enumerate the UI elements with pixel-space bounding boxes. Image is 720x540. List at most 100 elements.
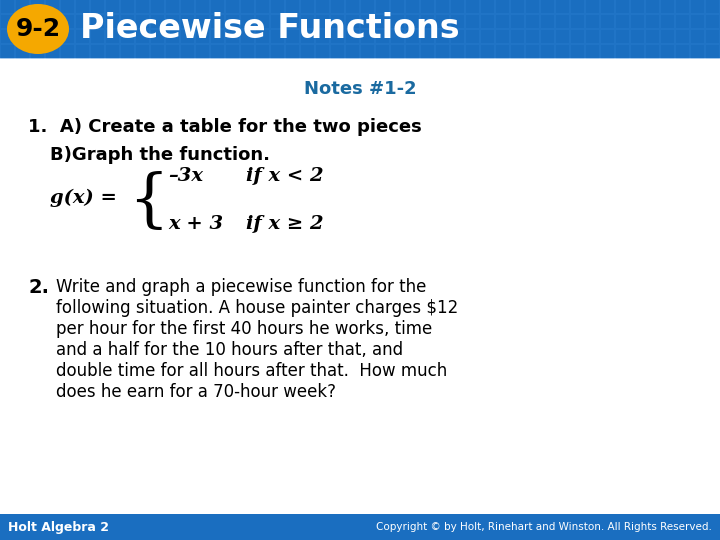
Bar bbox=[510, 0, 524, 13]
Bar bbox=[630, 0, 644, 13]
Bar bbox=[450, 14, 464, 28]
Bar bbox=[0, 29, 14, 43]
Bar bbox=[315, 0, 329, 13]
Bar bbox=[120, 29, 134, 43]
Bar bbox=[180, 0, 194, 13]
Bar bbox=[210, 44, 224, 58]
Bar bbox=[360, 44, 374, 58]
Text: –3x: –3x bbox=[168, 167, 203, 185]
Bar bbox=[90, 14, 104, 28]
Bar bbox=[315, 44, 329, 58]
Bar bbox=[435, 0, 449, 13]
Bar bbox=[75, 29, 89, 43]
Bar bbox=[540, 44, 554, 58]
Bar bbox=[510, 44, 524, 58]
Bar bbox=[510, 14, 524, 28]
Bar bbox=[660, 44, 674, 58]
Bar bbox=[495, 29, 509, 43]
Bar bbox=[210, 0, 224, 13]
Bar bbox=[120, 44, 134, 58]
Bar bbox=[30, 44, 44, 58]
Bar bbox=[270, 14, 284, 28]
Bar bbox=[555, 44, 569, 58]
Text: per hour for the first 40 hours he works, time: per hour for the first 40 hours he works… bbox=[56, 320, 432, 338]
Bar bbox=[675, 0, 689, 13]
Bar bbox=[45, 44, 59, 58]
Bar bbox=[615, 0, 629, 13]
Bar bbox=[480, 0, 494, 13]
Bar bbox=[435, 14, 449, 28]
Bar bbox=[270, 0, 284, 13]
Bar bbox=[690, 0, 704, 13]
Bar bbox=[165, 44, 179, 58]
Bar bbox=[240, 0, 254, 13]
Bar bbox=[15, 0, 29, 13]
Text: following situation. A house painter charges $12: following situation. A house painter cha… bbox=[56, 299, 458, 317]
Text: 1.  A) Create a table for the two pieces: 1. A) Create a table for the two pieces bbox=[28, 118, 422, 136]
Bar bbox=[225, 29, 239, 43]
Bar bbox=[165, 14, 179, 28]
Bar bbox=[420, 44, 434, 58]
Bar bbox=[60, 0, 74, 13]
Bar bbox=[225, 44, 239, 58]
Bar bbox=[450, 0, 464, 13]
Text: and a half for the 10 hours after that, and: and a half for the 10 hours after that, … bbox=[56, 341, 403, 359]
Bar bbox=[345, 0, 359, 13]
Bar bbox=[390, 44, 404, 58]
Bar bbox=[705, 44, 719, 58]
Bar bbox=[420, 0, 434, 13]
Bar bbox=[570, 44, 584, 58]
Bar bbox=[555, 14, 569, 28]
Bar bbox=[345, 44, 359, 58]
Bar bbox=[45, 29, 59, 43]
Bar bbox=[255, 29, 269, 43]
Text: does he earn for a 70-hour week?: does he earn for a 70-hour week? bbox=[56, 383, 336, 401]
Bar bbox=[285, 44, 299, 58]
Bar bbox=[105, 44, 119, 58]
Bar bbox=[270, 29, 284, 43]
Bar bbox=[705, 0, 719, 13]
Bar bbox=[405, 0, 419, 13]
Bar bbox=[60, 44, 74, 58]
Text: x + 3: x + 3 bbox=[168, 215, 223, 233]
Bar bbox=[195, 44, 209, 58]
Bar bbox=[120, 0, 134, 13]
Bar bbox=[390, 14, 404, 28]
Bar bbox=[690, 44, 704, 58]
Bar bbox=[615, 44, 629, 58]
Text: if x ≥ 2: if x ≥ 2 bbox=[246, 215, 323, 233]
Bar bbox=[105, 14, 119, 28]
Bar bbox=[660, 29, 674, 43]
Bar bbox=[330, 44, 344, 58]
Bar bbox=[135, 14, 149, 28]
Text: 2.: 2. bbox=[28, 278, 49, 297]
Bar bbox=[555, 0, 569, 13]
Bar bbox=[660, 14, 674, 28]
Bar bbox=[30, 14, 44, 28]
Bar bbox=[405, 44, 419, 58]
Bar bbox=[345, 14, 359, 28]
Bar bbox=[525, 29, 539, 43]
Bar bbox=[675, 14, 689, 28]
Bar bbox=[150, 0, 164, 13]
Bar bbox=[375, 0, 389, 13]
Bar bbox=[30, 0, 44, 13]
Bar bbox=[135, 29, 149, 43]
Bar bbox=[615, 29, 629, 43]
Bar bbox=[705, 14, 719, 28]
Bar bbox=[645, 0, 659, 13]
Bar bbox=[165, 0, 179, 13]
Bar bbox=[420, 14, 434, 28]
Bar bbox=[330, 0, 344, 13]
Bar bbox=[60, 14, 74, 28]
Bar bbox=[495, 44, 509, 58]
Bar bbox=[180, 14, 194, 28]
Bar bbox=[525, 0, 539, 13]
Bar bbox=[570, 14, 584, 28]
Bar bbox=[210, 29, 224, 43]
Bar bbox=[45, 14, 59, 28]
Bar bbox=[60, 29, 74, 43]
Bar bbox=[405, 14, 419, 28]
Text: Write and graph a piecewise function for the: Write and graph a piecewise function for… bbox=[56, 278, 426, 296]
Bar bbox=[0, 0, 14, 13]
